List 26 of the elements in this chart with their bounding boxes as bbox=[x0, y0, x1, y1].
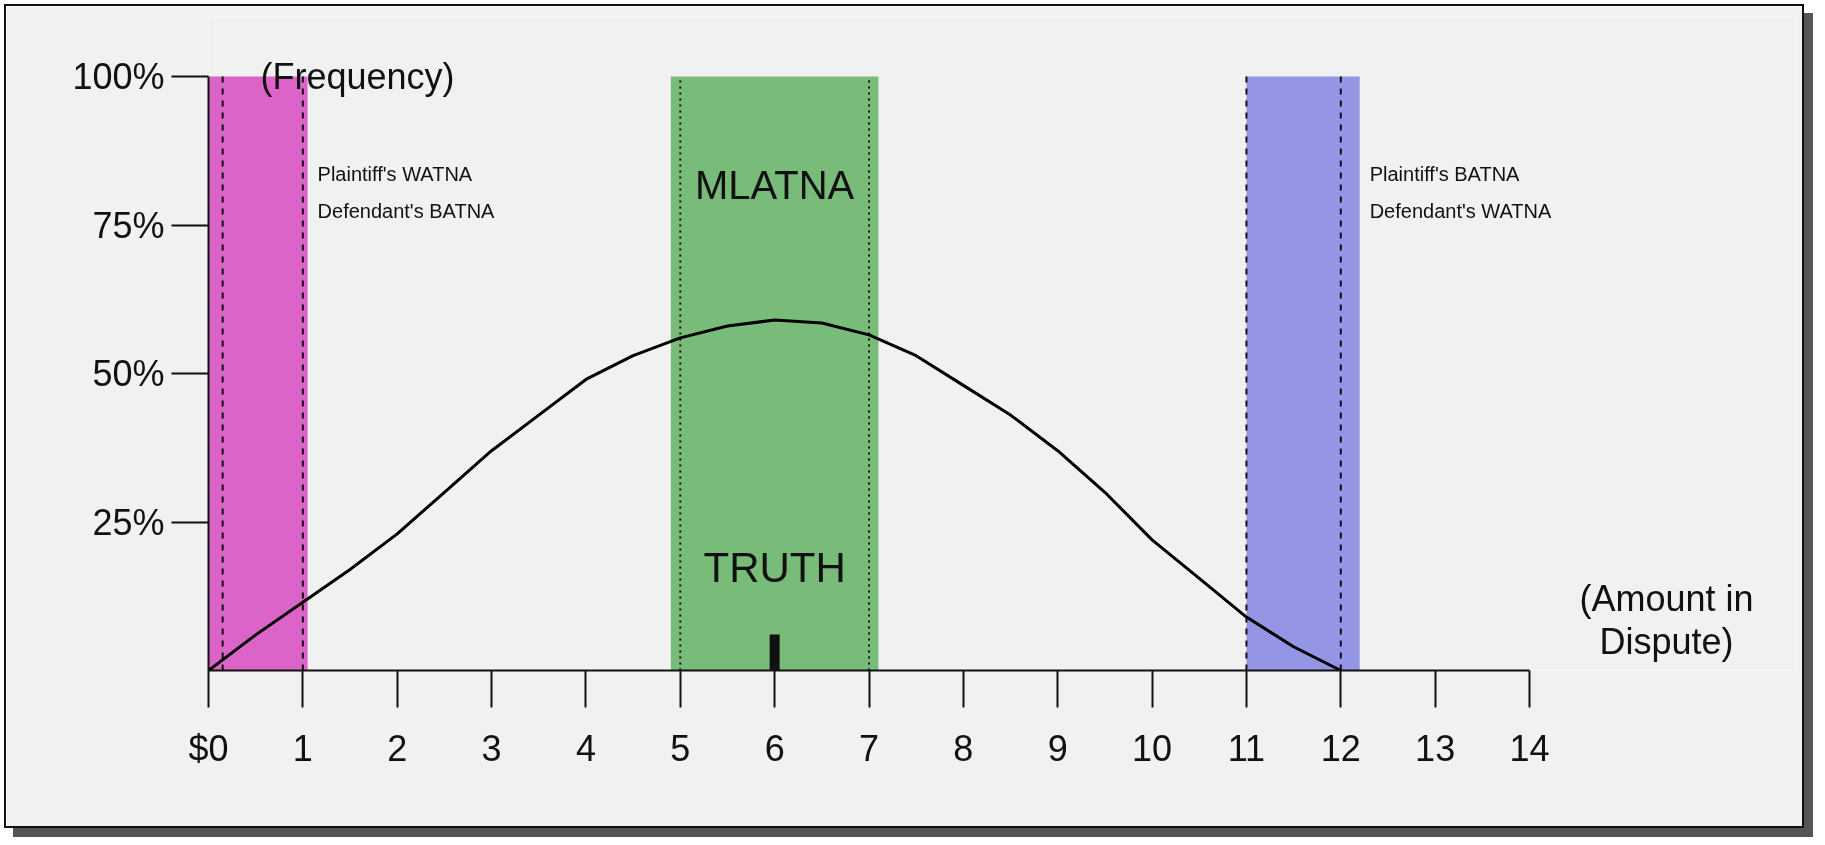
y-tick-label: 25% bbox=[92, 501, 165, 543]
x-tick-label: 11 bbox=[1227, 727, 1266, 769]
y-tick-label: 50% bbox=[92, 353, 165, 394]
band-label: MLATNA bbox=[695, 162, 855, 207]
x-tick-label: 3 bbox=[481, 727, 502, 769]
x-tick-label: 13 bbox=[1415, 727, 1456, 769]
y-axis-title: (Frequency) bbox=[260, 56, 455, 97]
x-tick-label: 10 bbox=[1132, 727, 1173, 769]
x-tick-label: 1 bbox=[292, 727, 313, 769]
x-tick-label: 7 bbox=[858, 727, 880, 769]
x-tick-label: 2 bbox=[387, 727, 408, 769]
y-tick-label: 100% bbox=[72, 56, 165, 97]
x-tick-label: $0 bbox=[188, 727, 229, 769]
x-tick-label: 9 bbox=[1047, 727, 1068, 769]
x-tick-label: 6 bbox=[764, 727, 785, 769]
band-label: Plaintiff's BATNA Defendant's WATNA bbox=[1369, 162, 1552, 222]
x-axis-title: (Amount in Dispute) bbox=[1579, 578, 1754, 663]
x-tick-label: 5 bbox=[670, 727, 691, 769]
ref-line-label: TRUTH bbox=[703, 543, 846, 591]
band-label: Plaintiff's WATNA Defendant's BATNA bbox=[317, 162, 496, 222]
line-series bbox=[208, 318, 1343, 671]
x-tick-label: 8 bbox=[953, 727, 974, 769]
x-tick-label: 4 bbox=[575, 727, 596, 769]
x-tick-label: 12 bbox=[1320, 727, 1361, 769]
x-tick-label: 14 bbox=[1509, 727, 1550, 769]
y-tick-label: 75% bbox=[92, 204, 165, 246]
